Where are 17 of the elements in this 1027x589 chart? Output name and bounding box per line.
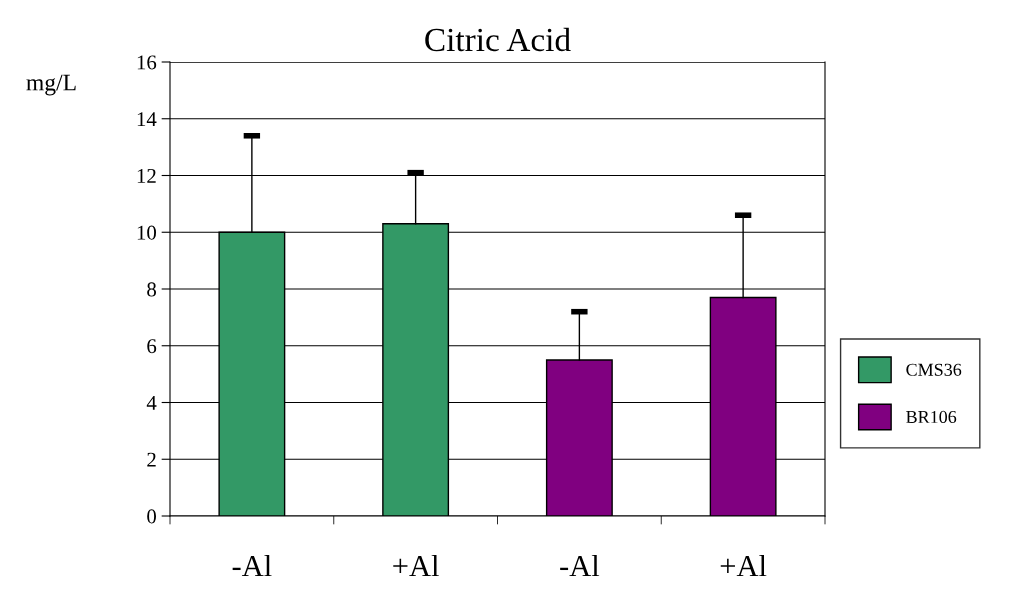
y-tick-label: 2 [147, 452, 156, 467]
y-axis-title: mg/L [26, 74, 76, 96]
y-tick-label: 10 [137, 225, 157, 240]
y-tick-label: 12 [137, 168, 156, 183]
y-tick-label: 16 [137, 55, 157, 70]
y-tick-label: 6 [147, 339, 157, 354]
x-tick-label: +Al [393, 554, 439, 577]
y-tick-label: 0 [147, 509, 157, 524]
y-tick-label: 4 [146, 396, 157, 410]
x-tick-label: -Al [560, 554, 600, 577]
x-tick-label: +Al [720, 554, 767, 577]
y-tick-label: 8 [147, 282, 157, 297]
y-tick-label: 14 [137, 112, 157, 126]
legend-label: CMS36 [906, 363, 962, 376]
legend-label: BR106 [906, 410, 957, 424]
chart-title: Citric Acid [425, 27, 571, 52]
x-tick-label: -Al [232, 554, 272, 577]
